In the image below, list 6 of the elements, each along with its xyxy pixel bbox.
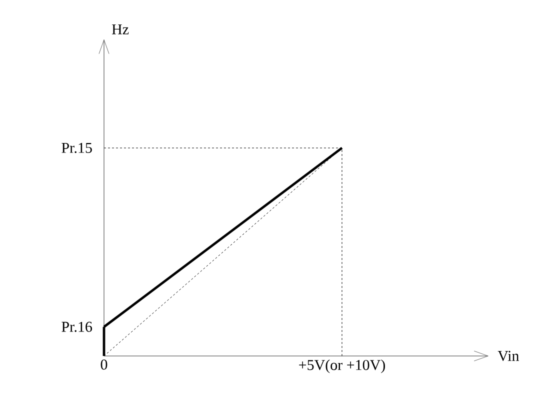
x-axis-title: Vin xyxy=(498,350,520,362)
x-tick-label: +5V(or +10V) xyxy=(299,360,385,374)
x-tick-label: 0 xyxy=(100,360,108,370)
text: Hz xyxy=(112,24,129,34)
annotation: Pr.16 xyxy=(62,322,92,332)
annotation: Pr.15 xyxy=(62,142,92,154)
